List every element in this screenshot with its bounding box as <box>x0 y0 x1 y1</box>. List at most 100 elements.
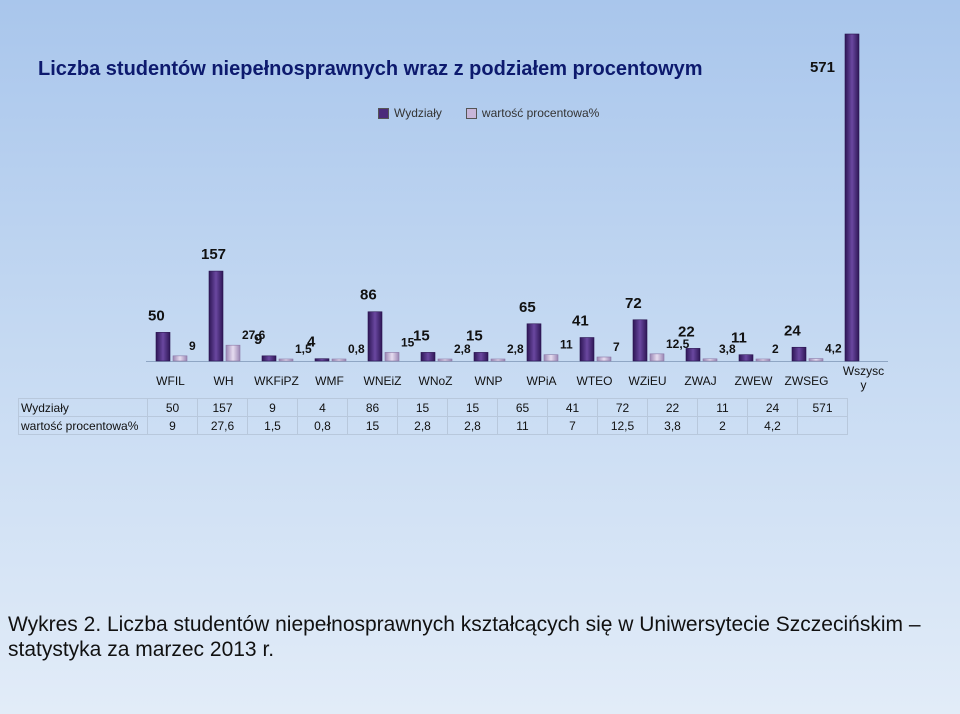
bar-procent-ZWEW <box>755 358 771 362</box>
category-label-WKFiPZ: WKFiPZ <box>254 374 299 388</box>
bar-procent-WMF <box>331 358 347 362</box>
table-cell: 11 <box>697 398 748 417</box>
data-label-procent-WPiA: 11 <box>560 338 573 352</box>
table-cell: 1,5 <box>247 416 298 435</box>
table-cell <box>797 416 848 435</box>
legend-swatch-wydzialy <box>378 107 389 119</box>
table-cell: 0,8 <box>297 416 348 435</box>
chart-legend: Wydziały wartość procentowa% <box>378 106 599 120</box>
table-row: Wydziały 50 157 9 4 86 15 15 65 41 72 22 11 24 571 <box>18 398 848 417</box>
category-labels: WFIL WH WKFiPZ WMF WNEiZ WNoZ WNP WPiA WTEO WZiEU… <box>156 364 884 392</box>
table-cell: 15 <box>447 398 498 417</box>
table-cell: 9 <box>147 416 198 435</box>
data-label-wydzialy-Wszyscy: 571 <box>810 59 835 76</box>
legend-label-procent: wartość procentowa% <box>481 106 600 120</box>
data-label-procent-WTEO: 7 <box>613 340 620 354</box>
data-label-procent-WNEiZ: 15 <box>401 335 415 349</box>
data-label-wydzialy-WTEO: 41 <box>572 313 589 330</box>
table-cell: 86 <box>347 398 398 417</box>
table-cell: 3,8 <box>647 416 698 435</box>
legend-item-procent: wartość procentowa% <box>465 106 600 120</box>
table-cell: 11 <box>497 416 548 435</box>
data-label-procent-WFIL: 9 <box>189 339 196 353</box>
bar-procent-WH <box>225 344 241 362</box>
data-label-wydzialy-WPiA: 65 <box>519 299 536 316</box>
data-label-wydzialy-WKFiPZ: 9 <box>254 331 262 348</box>
data-label-wydzialy-WNoZ: 15 <box>413 327 430 344</box>
data-label-wydzialy-WZiEU: 72 <box>625 295 642 312</box>
data-label-procent-WZiEU: 12,5 <box>666 337 690 351</box>
data-label-wydzialy-WNEiZ: 86 <box>360 287 377 304</box>
category-label-WMF: WMF <box>315 374 344 388</box>
table-cell: 12,5 <box>597 416 648 435</box>
bar-wydzialy-WFIL <box>155 332 171 362</box>
category-label-WH: WH <box>214 374 234 388</box>
bar-wydzialy-ZWEW <box>738 354 754 362</box>
table-cell: 2,8 <box>447 416 498 435</box>
bar-wydzialy-Wszyscy <box>844 33 860 362</box>
data-label-procent-ZWEW: 2 <box>772 342 779 356</box>
legend-swatch-procent <box>465 107 477 119</box>
bar-procent-ZWAJ <box>702 358 718 362</box>
table-cell: 571 <box>797 398 848 417</box>
category-label-WZiEU: WZiEU <box>629 374 667 388</box>
table-row-header: Wydziały <box>18 398 148 417</box>
bar-procent-WNP <box>490 358 506 362</box>
table-cell: 2 <box>697 416 748 435</box>
table-cell: 4 <box>297 398 348 417</box>
table-row: wartość procentowa% 9 27,6 1,5 0,8 15 2,8 2,8 11… <box>18 416 848 435</box>
table-row-header: wartość procentowa% <box>18 416 148 435</box>
table-cell: 41 <box>547 398 598 417</box>
bar-wydzialy-WNoZ <box>420 352 436 362</box>
figure-caption: Wykres 2. Liczba studentów niepełnospraw… <box>8 613 921 661</box>
bar-procent-ZWSEG <box>808 358 824 362</box>
chart-title: Liczba studentów niepełnosprawnych wraz … <box>38 58 703 80</box>
data-label-wydzialy-ZWEW: 11 <box>731 330 747 347</box>
table-cell: 15 <box>397 398 448 417</box>
bar-wydzialy-WH <box>208 270 224 362</box>
category-label-ZWAJ: ZWAJ <box>684 374 716 388</box>
bar-procent-WNoZ <box>437 358 453 362</box>
data-label-procent-WH: 27,6 <box>242 328 266 342</box>
category-label-WNP: WNP <box>475 374 503 388</box>
data-label-wydzialy-WMF: 4 <box>307 334 316 351</box>
data-label-wydzialy-WNP: 15 <box>466 327 483 344</box>
data-label-procent-ZWAJ: 3,8 <box>719 342 736 356</box>
data-label-procent-ZWSEG: 4,2 <box>825 342 842 356</box>
table-cell: 24 <box>747 398 798 417</box>
table-cell: 7 <box>547 416 598 435</box>
table-cell: 27,6 <box>197 416 248 435</box>
bar-procent-WPiA <box>543 354 559 362</box>
table-cell: 22 <box>647 398 698 417</box>
table-cell: 9 <box>247 398 298 417</box>
category-label-Wszyscy: Wszysc y <box>843 364 884 392</box>
data-label-procent-WKFiPZ: 1,5 <box>295 342 312 356</box>
data-label-wydzialy-WH: 157 <box>201 246 226 263</box>
category-label-WTEO: WTEO <box>577 374 613 388</box>
bar-procent-WKFiPZ <box>278 358 294 362</box>
table-cell: 4,2 <box>747 416 798 435</box>
table-cell: 157 <box>197 398 248 417</box>
bar-wydzialy-WMF <box>314 358 330 362</box>
data-label-wydzialy-ZWSEG: 24 <box>784 322 801 339</box>
bar-wydzialy-WNP <box>473 352 489 362</box>
legend-item-wydzialy: Wydziały <box>378 106 442 120</box>
data-label-procent-WNoZ: 2,8 <box>454 342 471 356</box>
bar-wydzialy-ZWAJ <box>685 348 701 362</box>
table-cell: 2,8 <box>397 416 448 435</box>
table-cell: 50 <box>147 398 198 417</box>
category-label-WNEiZ: WNEiZ <box>364 374 402 388</box>
bar-procent-WZiEU <box>649 353 665 362</box>
category-label-WFIL: WFIL <box>156 374 185 388</box>
table-cell: 72 <box>597 398 648 417</box>
table-cell: 15 <box>347 416 398 435</box>
data-label-procent-WNP: 2,8 <box>507 342 524 356</box>
bar-procent-WNEiZ <box>384 352 400 362</box>
bar-wydzialy-WZiEU <box>632 319 648 362</box>
bar-wydzialy-WNEiZ <box>367 311 383 362</box>
legend-label-wydzialy: Wydziały <box>394 106 442 120</box>
bar-wydzialy-WTEO <box>579 337 595 362</box>
bar-procent-WFIL <box>172 355 188 362</box>
